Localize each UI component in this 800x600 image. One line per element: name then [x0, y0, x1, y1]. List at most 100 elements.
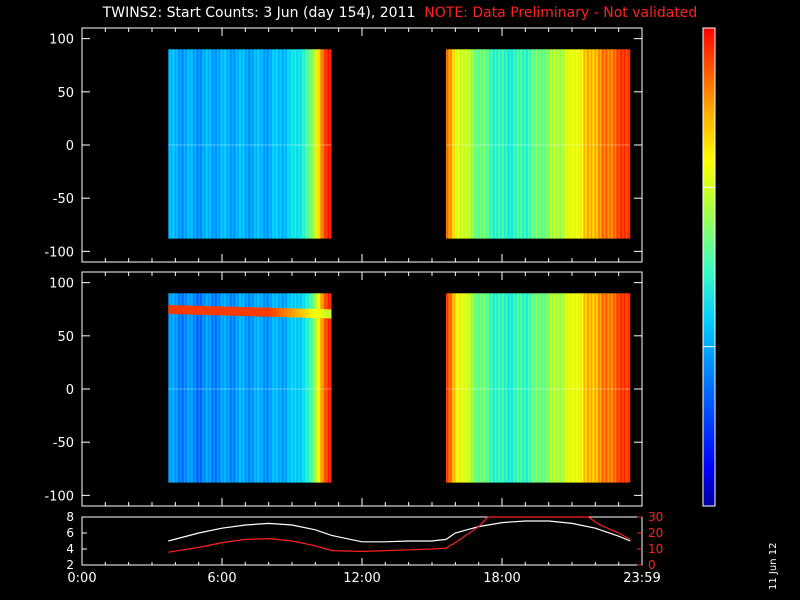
toward-heatmap-column	[592, 49, 594, 239]
away-hot-band	[218, 306, 220, 316]
away-hot-band	[324, 309, 326, 319]
away-heatmap-column	[562, 293, 564, 483]
away-heatmap-column	[525, 293, 527, 483]
away-hot-band	[313, 309, 315, 318]
toward-heatmap-column	[533, 49, 535, 239]
away-hot-band	[263, 307, 265, 317]
away-heatmap-column	[306, 293, 308, 483]
away-heatmap-column	[601, 293, 603, 483]
away-heatmap-column	[501, 293, 503, 483]
away-heatmap-column	[486, 293, 488, 483]
away-heatmap-column	[305, 293, 307, 483]
toward-heatmap-column	[601, 49, 603, 239]
away-heatmap-column	[265, 293, 267, 483]
away-hot-band	[199, 305, 201, 315]
toward-heatmap-column	[570, 49, 572, 239]
toward-heatmap-column	[246, 49, 248, 239]
toward-heatmap-column	[501, 49, 503, 239]
toward-heatmap-column	[611, 49, 613, 239]
away-heatmap-column	[448, 293, 450, 483]
away-hot-band	[269, 307, 271, 317]
away-hot-band	[209, 306, 211, 316]
away-hot-band	[180, 305, 182, 315]
away-hot-band	[215, 306, 217, 316]
away-hot-band	[261, 307, 263, 317]
away-zero-angle-line	[168, 388, 332, 390]
away-heatmap-column	[478, 293, 480, 483]
away-heatmap-column	[595, 293, 597, 483]
toward-heatmap-column	[550, 49, 552, 239]
toward-heatmap-column	[603, 49, 605, 239]
toward-heatmap-column	[234, 49, 236, 239]
toward-heatmap-column	[468, 49, 470, 239]
toward-heatmap-column	[183, 49, 185, 239]
away-heatmap-column	[325, 293, 327, 483]
toward-heatmap-column	[289, 49, 291, 239]
away-heatmap-column	[531, 293, 533, 483]
toward-heatmap-column	[554, 49, 556, 239]
away-heatmap-column	[555, 293, 557, 483]
toward-heatmap-column	[562, 49, 564, 239]
away-heatmap-column	[186, 293, 188, 483]
away-heatmap-column	[506, 293, 508, 483]
away-heatmap-column	[260, 293, 262, 483]
toward-zero-angle-line	[446, 144, 631, 146]
away-heatmap-column	[240, 293, 242, 483]
away-heatmap-column	[509, 293, 511, 483]
away-heatmap-column	[303, 293, 305, 483]
toward-heatmap-column	[462, 49, 464, 239]
away-heatmap-column	[629, 293, 631, 483]
toward-heatmap-column	[260, 49, 262, 239]
away-ytick-label: -50	[53, 436, 74, 451]
toward-heatmap-column	[191, 49, 193, 239]
away-heatmap-column	[182, 293, 184, 483]
toward-heatmap-column	[482, 49, 484, 239]
toward-heatmap-column	[228, 49, 230, 239]
away-hot-band	[200, 305, 202, 315]
away-heatmap-column	[202, 293, 204, 483]
away-heatmap-column	[591, 293, 593, 483]
toward-heatmap-column	[236, 49, 238, 239]
away-hot-band	[237, 306, 239, 316]
toward-heatmap-column	[593, 49, 595, 239]
away-ytick-label: 100	[49, 277, 74, 292]
toward-heatmap-column	[454, 49, 456, 239]
toward-heatmap-column	[322, 49, 324, 239]
away-hot-band	[270, 307, 272, 317]
away-heatmap-column	[482, 293, 484, 483]
toward-heatmap-column	[309, 49, 311, 239]
away-hot-band	[252, 307, 254, 317]
away-hot-band	[307, 308, 309, 318]
away-heatmap-column	[461, 293, 463, 483]
away-heatmap-column	[609, 293, 611, 483]
away-heatmap-column	[579, 293, 581, 483]
toward-heatmap-column	[529, 49, 531, 239]
plot-title: TWINS2: Start Counts: 3 Jun (day 154), 2…	[0, 5, 800, 21]
toward-heatmap-column	[502, 49, 504, 239]
toward-heatmap-column	[168, 49, 170, 239]
toward-heatmap-column	[192, 49, 194, 239]
toward-heatmap-column	[627, 49, 629, 239]
away-heatmap-column	[233, 293, 235, 483]
toward-heatmap-column	[302, 49, 304, 239]
toward-heatmap-column	[253, 49, 255, 239]
away-hot-band	[236, 306, 238, 316]
toward-heatmap-column	[524, 49, 526, 239]
toward-heatmap-column	[469, 49, 471, 239]
date-stamp: 11 Jun 12	[768, 542, 779, 590]
away-heatmap-column	[485, 293, 487, 483]
toward-heatmap-column	[184, 49, 186, 239]
away-hot-band	[281, 308, 283, 318]
toward-heatmap-column	[311, 49, 313, 239]
toward-heatmap-column	[188, 49, 190, 239]
away-heatmap-column	[561, 293, 563, 483]
away-heatmap-column	[618, 293, 620, 483]
away-heatmap-column	[504, 293, 506, 483]
away-hot-band	[207, 306, 209, 316]
toward-heatmap-column	[304, 49, 306, 239]
toward-heatmap-column	[511, 49, 513, 239]
toward-heatmap-column	[272, 49, 274, 239]
toward-heatmap-column	[484, 49, 486, 239]
away-hot-band	[262, 307, 264, 317]
